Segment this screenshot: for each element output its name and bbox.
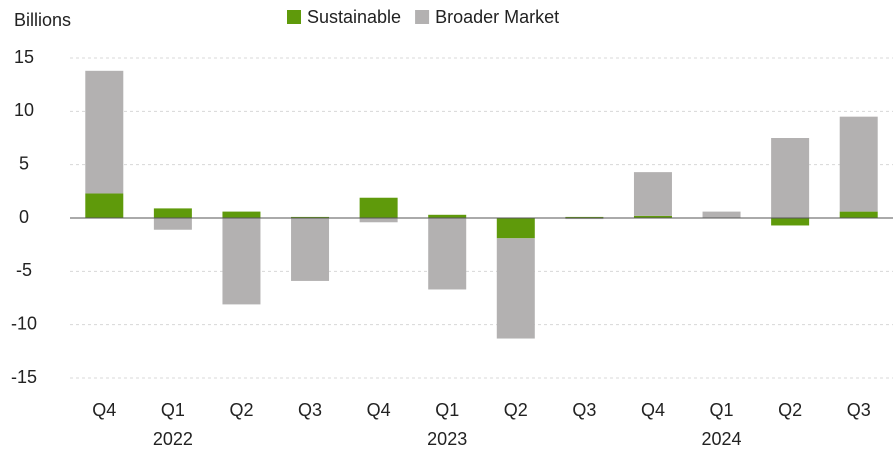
x-tick-label: Q4 <box>367 400 391 420</box>
bar <box>839 116 878 212</box>
x-group-label: 2022 <box>153 429 193 449</box>
legend-label: Sustainable <box>307 7 401 27</box>
bar <box>222 218 261 305</box>
bar <box>222 211 261 218</box>
bar <box>428 218 467 290</box>
x-tick-label: Q2 <box>778 400 802 420</box>
bar <box>839 211 878 218</box>
x-tick-label: Q4 <box>92 400 116 420</box>
bar <box>153 218 192 230</box>
bar <box>291 216 330 218</box>
bar <box>633 172 672 216</box>
y-tick-label: 0 <box>19 207 29 227</box>
x-tick-label: Q1 <box>161 400 185 420</box>
x-tick-label: Q3 <box>298 400 322 420</box>
bar <box>359 218 398 223</box>
bar <box>85 70 124 194</box>
legend-swatch <box>415 10 430 24</box>
bar <box>496 238 535 339</box>
bar <box>428 214 467 218</box>
y-axis-label: Billions <box>14 10 71 30</box>
bar <box>291 218 330 281</box>
bar <box>565 218 604 220</box>
bar <box>565 216 604 218</box>
x-tick-label: Q3 <box>847 400 871 420</box>
bar <box>153 208 192 218</box>
bar <box>633 215 672 218</box>
y-tick-label: 10 <box>14 100 34 120</box>
x-group-label: 2023 <box>427 429 467 449</box>
x-tick-label: Q2 <box>229 400 253 420</box>
legend-swatch <box>287 10 301 24</box>
bar <box>496 218 535 239</box>
y-tick-label: 5 <box>19 153 29 173</box>
bar <box>771 218 810 226</box>
x-tick-label: Q4 <box>641 400 665 420</box>
bar <box>702 211 741 218</box>
x-tick-label: Q1 <box>435 400 459 420</box>
y-tick-label: -15 <box>11 367 37 387</box>
x-tick-label: Q1 <box>710 400 734 420</box>
y-tick-label: -10 <box>11 313 37 333</box>
x-group-label: 2024 <box>702 429 742 449</box>
legend-label: Broader Market <box>435 7 559 27</box>
x-tick-label: Q2 <box>504 400 528 420</box>
bar <box>359 197 398 218</box>
x-tick-label: Q3 <box>572 400 596 420</box>
y-tick-label: 15 <box>14 47 34 67</box>
bar <box>85 193 124 218</box>
y-tick-label: -5 <box>16 260 32 280</box>
bar <box>771 138 810 218</box>
